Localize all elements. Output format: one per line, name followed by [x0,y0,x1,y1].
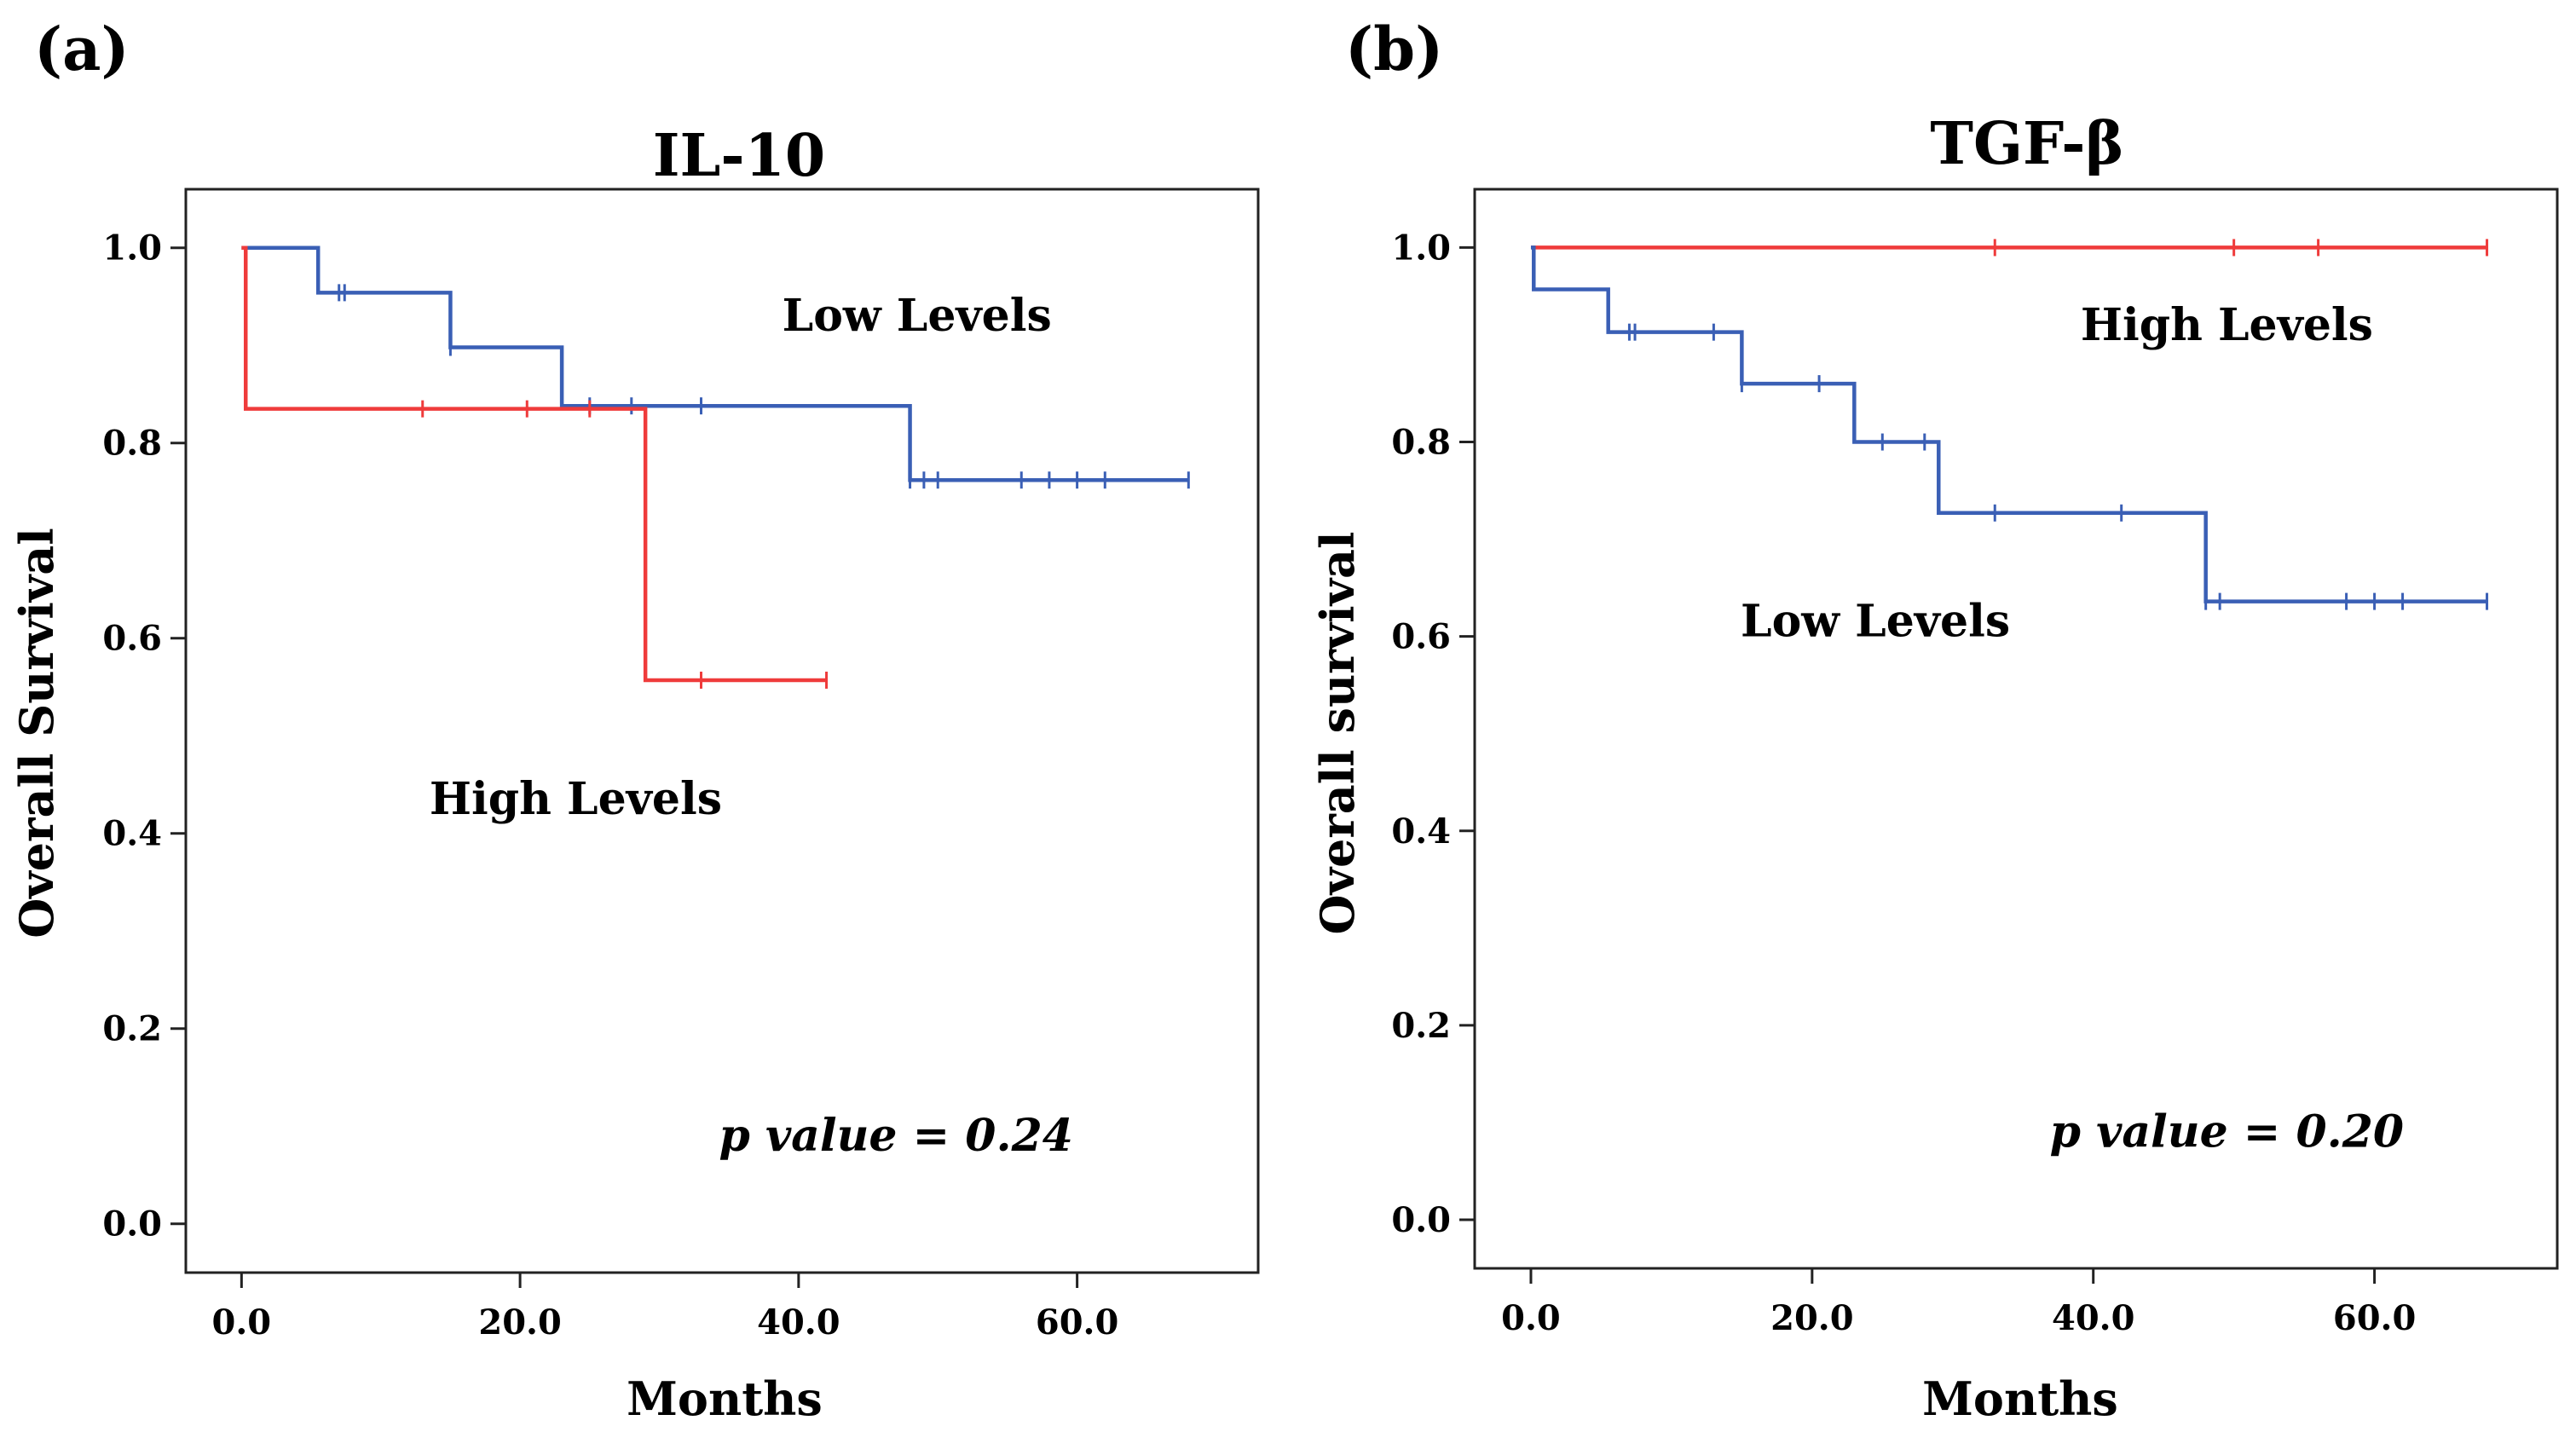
panel-b-series-layer [1530,239,2489,610]
panel-b-x-tick-label-1: 20.0 [1770,1298,1853,1338]
panel-a-y-axis-label: Overall Survival [9,528,64,938]
panel-b-x-tick-label-3: 60.0 [2333,1298,2416,1338]
panel-a-plot-frame [184,188,1260,1274]
panel-b-x-axis-label: Months [1922,1371,2118,1426]
panel-b-annotation-low-levels: Low Levels [1741,596,2010,648]
panel-a-letter: (a) [34,14,130,84]
panel-a-annotation-high-levels: High Levels [430,773,722,825]
panel-a-y-tick-label-2: 0.4 [102,814,162,854]
panel-b-x-tick-label-2: 40.0 [2052,1298,2134,1338]
panel-b-y-tick-label-3: 0.6 [1391,617,1451,657]
panel-b-axis-ticks: 0.0 20.0 40.0 60.0 0.0 0.2 0.4 0.6 0.8 1.0 [1391,228,2416,1338]
panel-a-x-tick-label-3: 60.0 [1036,1302,1118,1342]
panel-a-series-low-levels-line [241,245,1189,482]
panel-a-y-tick-label-5: 1.0 [102,228,162,268]
panel-b-y-tick-label-2: 0.4 [1391,811,1451,852]
panel-a-x-tick-label-0: 0.0 [212,1302,272,1342]
panel-a-x-tick-label-1: 20.0 [478,1302,561,1342]
panel-a-x-axis-label: Months [627,1371,823,1426]
panel-a-y-tick-label-0: 0.0 [102,1204,162,1244]
panel-b-y-tick-label-0: 0.0 [1391,1200,1451,1240]
panel-b-title: TGF-β [1930,110,2123,178]
panel-b-p-value: p value = 0.20 [2050,1106,2404,1158]
panel-a-title: IL-10 [653,122,825,190]
panel-b-plot-frame [1473,188,2559,1270]
panel-a-y-tick-label-1: 0.2 [102,1009,162,1049]
panel-a-chart: (a) IL-10 0.0 20.0 40.0 60.0 0.0 0.2 0.4 0.6 0.8… [9,14,1260,1426]
panel-b-series-low-levels-line [1530,245,2487,603]
panel-a-axis-ticks: 0.0 20.0 40.0 60.0 0.0 0.2 0.4 0.6 0.8 1.0 [102,228,1118,1342]
panel-a-annotation-low-levels: Low Levels [783,290,1052,342]
panel-b-x-tick-label-0: 0.0 [1501,1298,1561,1338]
panel-a-p-value: p value = 0.24 [719,1110,1072,1162]
panel-b-annotation-high-levels: High Levels [2081,299,2373,351]
panel-b-y-tick-label-5: 1.0 [1391,228,1451,268]
panel-a-y-tick-label-4: 0.8 [102,424,162,464]
panel-b-chart: (b) TGF-β 0.0 20.0 40.0 60.0 0.0 0.2 0.4 0.6 0.8… [1310,14,2559,1426]
panel-a-series-high-levels-line [241,245,827,683]
panel-a-series-layer [241,245,1190,689]
panel-b-y-tick-label-1: 0.2 [1391,1006,1451,1046]
panel-a-y-tick-label-3: 0.6 [102,619,162,659]
panel-a-x-tick-label-2: 40.0 [757,1302,840,1342]
panel-b-y-axis-label: Overall survival [1310,532,1365,935]
panel-b-letter: (b) [1345,14,1443,84]
panel-b-y-tick-label-4: 0.8 [1391,423,1451,463]
